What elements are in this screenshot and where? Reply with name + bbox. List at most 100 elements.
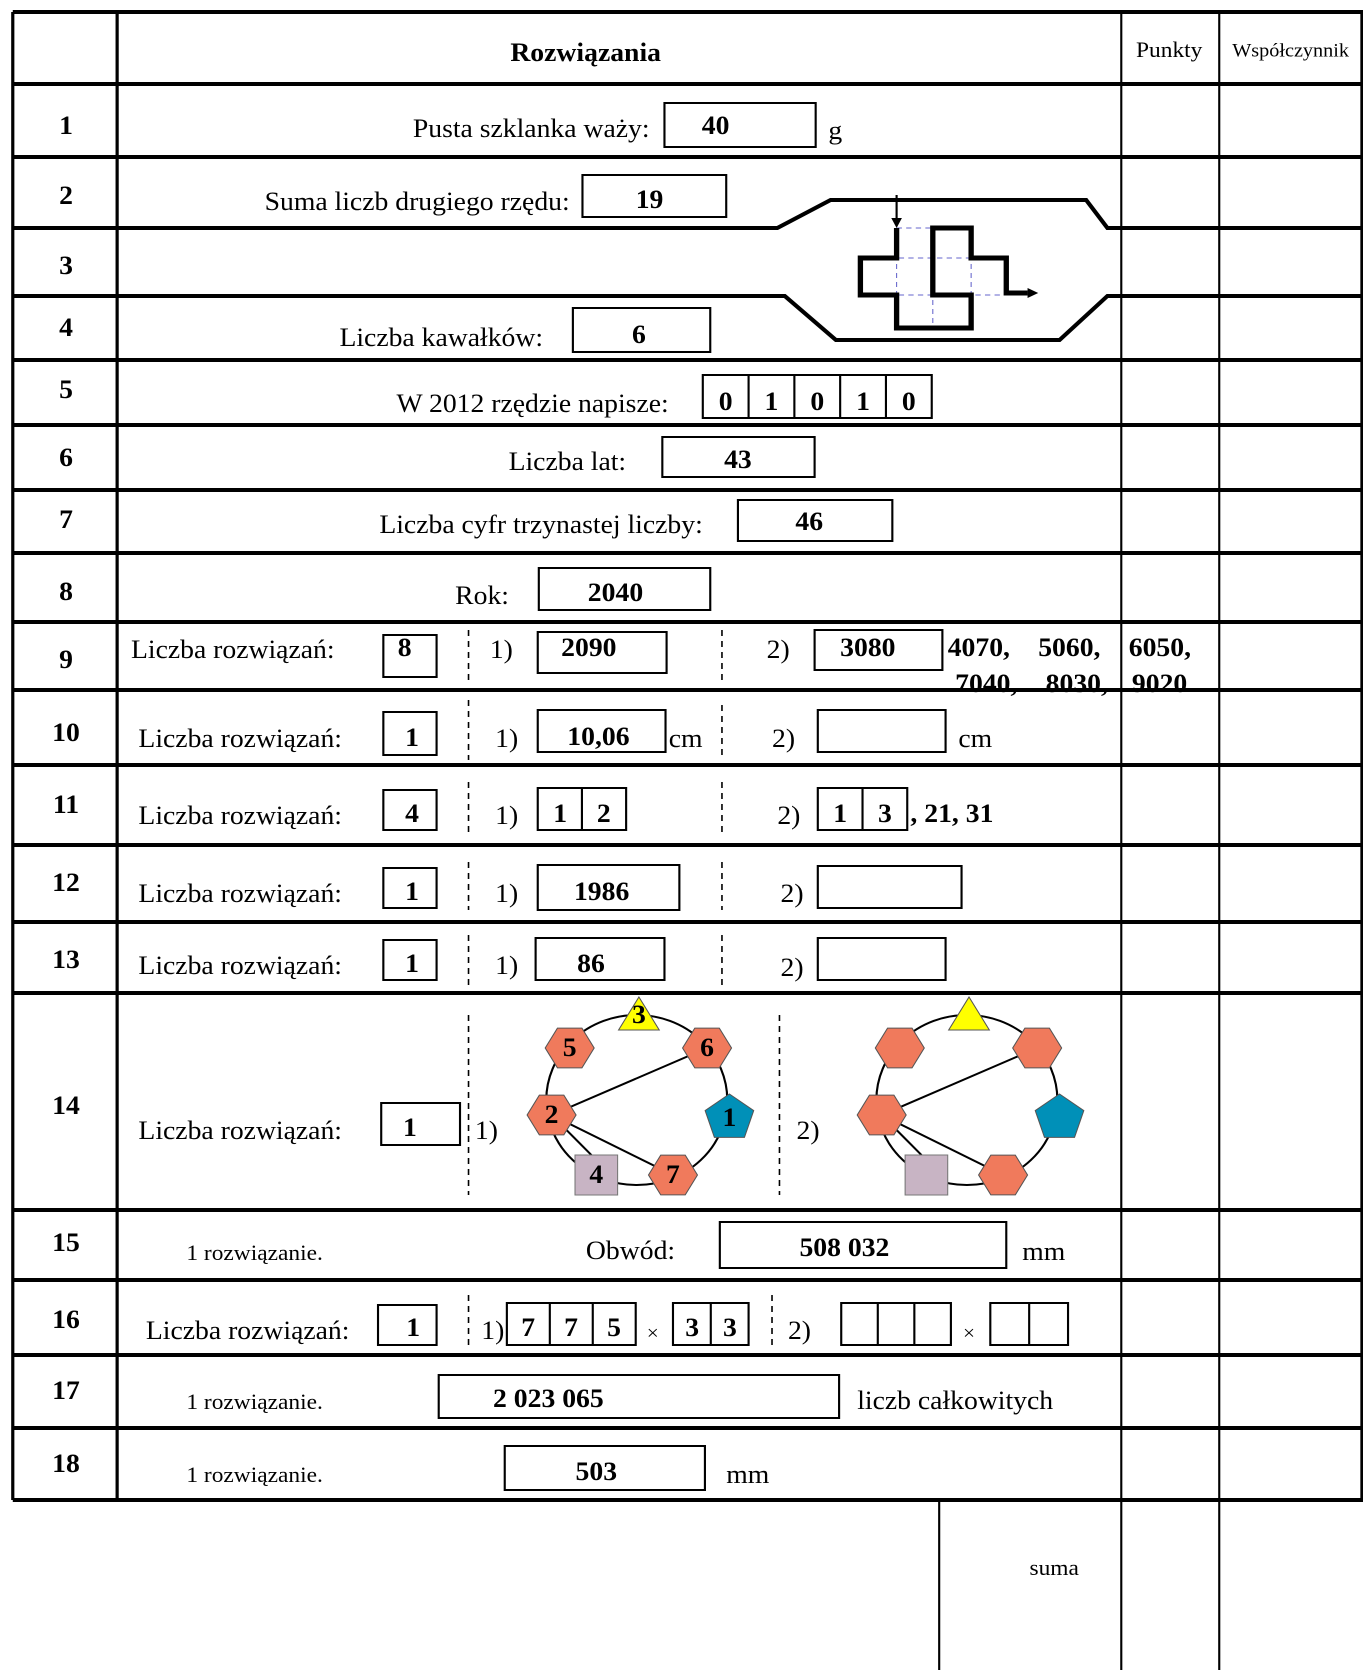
marker: 1) [495, 879, 518, 908]
row-number: 9 [59, 645, 73, 674]
question-label: Rok: [455, 581, 509, 610]
node [574, 1154, 619, 1196]
answer-box [816, 865, 963, 909]
marker: 1) [490, 635, 513, 664]
marker: 2) [772, 724, 795, 753]
unit: liczb całkowitych [857, 1386, 1054, 1415]
extra-answer: 4070, [948, 633, 1010, 662]
extra-answer: 9020 [1132, 669, 1187, 698]
row-number: 6 [59, 443, 73, 472]
node [874, 1027, 925, 1069]
answer: 503 [576, 1457, 618, 1486]
node [704, 1093, 755, 1138]
answer: 1986 [574, 877, 629, 906]
answer-box [380, 1102, 462, 1146]
digit: 0 [810, 387, 824, 416]
row-number: 11 [53, 790, 79, 819]
connector [551, 1047, 708, 1116]
unit: cm [958, 724, 992, 753]
answer: 46 [795, 507, 823, 536]
answer: 1 [405, 877, 419, 906]
extra-answer: , 21, 31 [910, 799, 993, 828]
answer-box [661, 436, 816, 478]
answer: 43 [724, 445, 752, 474]
row-rule [117, 198, 1363, 230]
header-coefficient: Współczynnik [1232, 41, 1349, 61]
connector [881, 1114, 1004, 1176]
question-label: Liczba rozwiązań: [138, 724, 342, 753]
answer-box [718, 1221, 1008, 1269]
node [617, 996, 661, 1031]
digit: 0 [719, 387, 733, 416]
marker: 2) [767, 635, 790, 664]
unit: mm [1022, 1237, 1065, 1266]
question-label: Liczba cyfr trzynastej liczby: [379, 510, 702, 539]
answer: 40 [702, 111, 730, 140]
row-number: 18 [52, 1449, 80, 1478]
row-number: 14 [52, 1091, 80, 1120]
question-label: Liczba rozwiązań: [138, 951, 342, 980]
row-number: 3 [59, 251, 73, 280]
unit: g [828, 116, 842, 145]
question-label: Obwód: [586, 1236, 675, 1265]
answer-box [816, 937, 947, 981]
marker: 2) [777, 801, 800, 830]
answer-box [701, 374, 933, 419]
answer-box [382, 789, 438, 831]
question-label: Pusta szklanka waży: [413, 114, 650, 143]
answer-box [581, 174, 728, 218]
row-number: 15 [52, 1228, 80, 1257]
answer-box [571, 307, 712, 353]
row-number: 10 [52, 718, 80, 747]
row-number: 1 [59, 111, 73, 140]
answer-box [736, 499, 894, 542]
question-label: Liczba rozwiązań: [146, 1316, 350, 1345]
row-rule [117, 294, 1363, 342]
node [544, 1027, 595, 1069]
digit: 1 [833, 799, 847, 828]
digit: 1 [856, 387, 870, 416]
question-label: Liczba kawałków: [339, 323, 543, 352]
node [681, 1027, 733, 1069]
question-label: Liczba lat: [509, 447, 627, 476]
node [526, 1094, 577, 1136]
digit: 5 [607, 1313, 621, 1342]
answer-box [813, 629, 944, 671]
answer-box [534, 937, 666, 981]
row-number: 8 [59, 577, 73, 606]
answer: 10,06 [567, 722, 629, 751]
unit: cm [669, 724, 703, 753]
node-label: 3 [632, 1000, 646, 1029]
digit: 3 [723, 1313, 737, 1342]
question-label: Liczba rozwiązań: [138, 801, 342, 830]
unit: mm [726, 1460, 769, 1489]
answer: 1 [403, 1113, 417, 1142]
question-label: Liczba rozwiązań: [138, 879, 342, 908]
node [904, 1154, 949, 1196]
node-label: 5 [563, 1033, 577, 1062]
header-title: Rozwiązania [510, 38, 661, 67]
answer: 19 [636, 185, 664, 214]
node-label: 7 [666, 1160, 680, 1189]
connector [551, 1114, 674, 1176]
row-number: 7 [59, 505, 73, 534]
row-number: 4 [59, 313, 73, 342]
answer: 2090 [561, 633, 616, 662]
answer-box [437, 1374, 841, 1419]
marker: 1) [475, 1116, 498, 1145]
answer: 2 023 065 [493, 1384, 604, 1413]
path-figure [857, 225, 1028, 331]
answer: 1 [406, 1313, 420, 1342]
digit: 3 [878, 799, 892, 828]
digit: 0 [902, 387, 916, 416]
answer-box [536, 864, 681, 911]
row-number: 5 [59, 375, 73, 404]
question-label: 1 rozwiązanie. [186, 1390, 323, 1414]
digit: 2 [597, 799, 611, 828]
header-points: Punkty [1136, 38, 1203, 62]
extra-answer: 5060, [1038, 633, 1100, 662]
row-number: 12 [52, 868, 80, 897]
question-label: Liczba rozwiązań: [138, 1116, 342, 1145]
